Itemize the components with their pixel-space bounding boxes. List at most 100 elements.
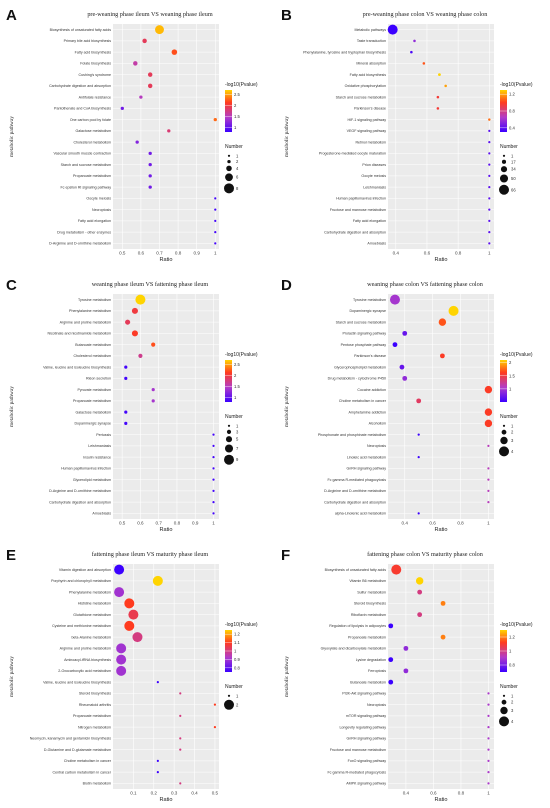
y-axis-label: metabolic pathway <box>284 116 290 157</box>
data-point <box>179 782 182 785</box>
y-category-label: Starch and sucrose metabolism <box>61 163 111 167</box>
data-point <box>120 106 124 111</box>
size-legend-label: 2 <box>236 702 239 707</box>
y-category-label: Nicotinate and nicotinamide metabolism <box>47 332 111 336</box>
size-legend-title: Number <box>225 144 243 150</box>
size-legend-dot <box>227 424 231 427</box>
y-category-label: Glycerolipid metabolism <box>73 478 111 482</box>
data-point <box>413 39 416 43</box>
data-point <box>179 714 182 717</box>
size-legend-title: Number <box>225 414 243 420</box>
y-category-label: Pertussis <box>96 433 111 437</box>
y-category-label: Rheumatoid arthritis <box>79 703 111 707</box>
y-category-label: Parkinson's disease <box>354 354 386 358</box>
chart-title: weaning phase colon VS fattening phase c… <box>367 281 483 288</box>
data-point <box>147 83 153 89</box>
x-tick-label: 0.9 <box>192 521 199 526</box>
panel-label: A <box>6 7 17 24</box>
x-tick-label: 0.7 <box>156 251 163 256</box>
color-legend-title: -log10(Pvalue) <box>225 622 258 628</box>
y-category-label: Fructose and mannose metabolism <box>330 208 386 212</box>
data-point <box>156 759 159 762</box>
y-category-label: Rièon secretion <box>86 377 111 381</box>
y-category-label: Histidine metabolism <box>78 602 111 606</box>
y-category-label: Pentose phosphate pathway <box>341 343 387 347</box>
y-category-label: Phenylalanine metabolism <box>69 590 111 594</box>
color-legend-title: -log10(Pvalue) <box>500 622 533 628</box>
y-axis-label: metabolic pathway <box>284 656 290 697</box>
y-category-label: Dopaminergic synapse <box>349 309 386 313</box>
data-point <box>214 219 217 222</box>
size-legend-dot <box>502 694 506 697</box>
x-axis-label: Ratio <box>434 797 447 803</box>
y-category-label: AMPK signaling pathway <box>346 782 386 786</box>
data-point <box>125 319 131 325</box>
data-point <box>135 294 146 305</box>
y-category-label: Galactose metabolism <box>75 129 111 133</box>
y-category-label: Cholesterol metabolism <box>73 354 111 358</box>
x-tick-label: 1 <box>487 521 490 526</box>
data-point <box>124 421 128 425</box>
color-legend-bar <box>225 360 232 402</box>
y-category-label: Fatty acid elongation <box>78 219 111 223</box>
x-tick-label: 1 <box>214 251 217 256</box>
size-legend-dot <box>225 173 233 182</box>
y-category-label: Necroptosis <box>367 703 386 707</box>
y-category-label: Starch and sucrose metabolism <box>336 320 386 324</box>
y-category-label: Butanoate metabolism <box>75 343 111 347</box>
y-category-label: 2-Oxocarboxylic acid metabolism <box>58 669 111 673</box>
color-legend-tick-label: 1 <box>509 386 512 391</box>
y-category-label: Dopaminergic synapse <box>74 422 111 426</box>
y-category-label: Progesterone-mediated oocyte maturation <box>319 152 386 156</box>
y-category-label: Pantothenate and CoA biosynthesis <box>54 107 111 111</box>
data-point <box>124 598 135 609</box>
plot-area <box>388 564 494 789</box>
y-category-label: Cocaine addiction <box>357 388 386 392</box>
data-point <box>388 623 394 629</box>
data-point <box>487 782 490 785</box>
color-legend-tick-label: 1 <box>234 395 237 400</box>
x-tick-label: 0.5 <box>212 791 219 796</box>
size-legend-label: 2 <box>236 159 239 164</box>
data-point <box>388 679 394 685</box>
size-legend-title: Number <box>500 414 518 420</box>
size-legend-label: 5 <box>236 437 239 442</box>
size-legend-dot <box>501 699 507 705</box>
y-category-label: Riboflavin metabolism <box>351 613 386 617</box>
y-category-label: Necroptosis <box>367 444 386 448</box>
data-point <box>124 365 128 369</box>
data-point <box>124 376 128 380</box>
size-legend-dot <box>225 436 233 443</box>
y-category-label: GnRH signaling pathway <box>346 737 386 741</box>
size-legend-label: 6 <box>236 175 239 180</box>
y-category-label: Primary bile acid biosynthesis <box>64 39 112 43</box>
size-legend-label: 1 <box>236 693 239 698</box>
y-category-label: Vascular smooth muscle contraction <box>54 152 111 156</box>
data-point <box>156 681 159 684</box>
y-category-label: Fc gamma R-mediated phagocytosis <box>327 770 386 774</box>
size-legend-title: Number <box>500 684 518 690</box>
x-tick-label: 0.8 <box>458 791 465 796</box>
y-category-label: Amoebiasis <box>92 512 111 516</box>
data-point <box>128 609 139 620</box>
data-point <box>387 24 398 35</box>
y-axis-label: metabolic pathway <box>9 116 15 157</box>
panel-label: B <box>281 7 292 24</box>
data-point <box>487 467 490 470</box>
data-point <box>138 353 143 358</box>
data-point <box>213 726 217 729</box>
y-axis-label: metabolic pathway <box>9 656 15 697</box>
x-tick-label: 0.2 <box>151 791 158 796</box>
color-legend-tick-label: 2 <box>509 360 512 365</box>
data-point <box>484 385 493 394</box>
plot-area <box>388 24 494 249</box>
data-point <box>410 50 413 54</box>
data-point <box>488 129 491 132</box>
x-axis-label: Ratio <box>159 527 172 533</box>
data-point <box>116 665 127 676</box>
y-category-label: Carbohydrate digestion and absorption <box>324 500 386 504</box>
y-category-label: Fc epsilon RI signaling pathway <box>60 185 111 189</box>
y-category-label: Retinol metabolism <box>355 140 386 144</box>
